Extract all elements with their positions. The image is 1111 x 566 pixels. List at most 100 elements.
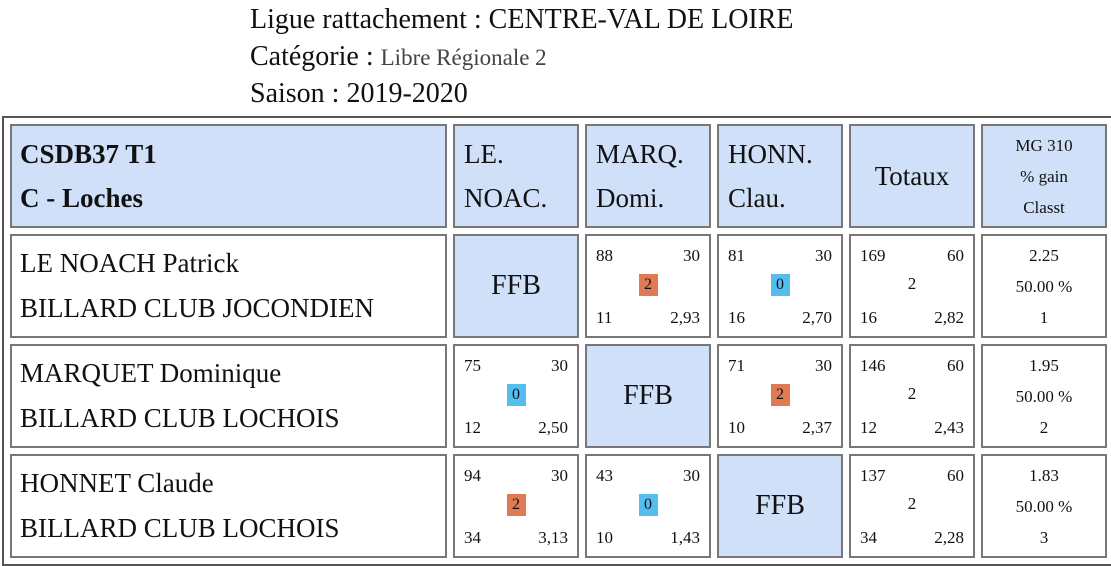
categorie-label: Catégorie :: [250, 41, 381, 72]
match-points: 88: [596, 246, 613, 265]
player-club: BILLARD CLUB JOCONDIEN: [20, 293, 374, 323]
result-badge: 2: [506, 494, 526, 516]
ligue-line: Ligue rattachement : CENTRE-VAL DE LOIRE: [250, 1, 794, 38]
match-moyenne: 2,37: [802, 418, 832, 437]
col-header-3-line2: Clau.: [728, 183, 786, 213]
mg-value: 2.25: [1029, 245, 1059, 265]
saison-line: Saison : 2019-2020: [250, 75, 468, 112]
col-header-3-line1: HONN.: [728, 139, 813, 169]
categorie-line: Catégorie : Libre Régionale 2: [250, 38, 547, 76]
col-header-1-line2: NOAC.: [464, 183, 548, 213]
match-distance: 30: [815, 356, 832, 375]
total-cell: 137 60 2 34 2,28: [849, 454, 975, 558]
club-name: C - Loches: [20, 183, 143, 213]
player-row: LE NOACH Patrick BILLARD CLUB JOCONDIEN FF…: [10, 234, 1107, 338]
match-reprises: 12: [464, 418, 481, 437]
match-cell: 81 30 0 16 2,70: [717, 234, 843, 338]
total-moyenne: 2,43: [934, 418, 964, 437]
match-moyenne: 2,50: [538, 418, 568, 437]
total-distance: 60: [947, 246, 964, 265]
classt-value: 3: [1039, 527, 1049, 547]
player-row: MARQUET Dominique BILLARD CLUB LOCHOIS 75 3…: [10, 344, 1107, 448]
match-points: 94: [464, 466, 481, 485]
match-moyenne: 2,93: [670, 308, 700, 327]
match-reprises: 16: [728, 308, 745, 327]
match-distance: 30: [551, 356, 568, 375]
match-reprises: 34: [464, 528, 481, 547]
total-points: 137: [860, 466, 886, 485]
results-table: CSDB37 T1 C - Loches LE. NOAC. MARQ. Dom…: [2, 116, 1111, 566]
total-points: 169: [860, 246, 886, 265]
match-cell: 43 30 0 10 1,43: [585, 454, 711, 558]
player-name: MARQUET Dominique: [20, 358, 282, 388]
match-distance: 30: [683, 466, 700, 485]
total-distance: 60: [947, 356, 964, 375]
match-distance: 30: [815, 246, 832, 265]
gain-value: 50.00 %: [1015, 276, 1073, 296]
match-cell: 75 30 0 12 2,50: [453, 344, 579, 448]
match-cell: 71 30 2 10 2,37: [717, 344, 843, 448]
result-badge: 0: [506, 384, 526, 406]
total-result: 2: [907, 494, 917, 513]
total-cell: 146 60 2 12 2,43: [849, 344, 975, 448]
match-points: 43: [596, 466, 613, 485]
mg-header: MG 310 % gain Classt: [981, 124, 1107, 228]
match-reprises: 10: [596, 528, 613, 547]
match-cell: 88 30 2 11 2,93: [585, 234, 711, 338]
gain-value: 50.00 %: [1015, 496, 1073, 516]
mg-cell: 1.95 50.00 % 2: [981, 344, 1107, 448]
match-distance: 30: [551, 466, 568, 485]
match-points: 71: [728, 356, 745, 375]
total-result: 2: [907, 274, 917, 293]
mg-cell: 2.25 50.00 % 1: [981, 234, 1107, 338]
mg-cell: 1.83 50.00 % 3: [981, 454, 1107, 558]
match-points: 81: [728, 246, 745, 265]
player-cell: MARQUET Dominique BILLARD CLUB LOCHOIS: [10, 344, 447, 448]
match-reprises: 10: [728, 418, 745, 437]
ffb-cell: FFB: [453, 234, 579, 338]
total-reprises: 12: [860, 418, 877, 437]
ligue-label: Ligue rattachement :: [250, 4, 489, 35]
col-header-2-line1: MARQ.: [596, 139, 684, 169]
mg-label: MG 310: [1015, 135, 1073, 155]
totaux-header: Totaux: [849, 124, 975, 228]
classt-value: 2: [1039, 417, 1049, 437]
total-moyenne: 2,28: [934, 528, 964, 547]
col-header-2: MARQ. Domi.: [585, 124, 711, 228]
total-distance: 60: [947, 466, 964, 485]
match-distance: 30: [683, 246, 700, 265]
col-header-2-line2: Domi.: [596, 183, 665, 213]
match-moyenne: 1,43: [670, 528, 700, 547]
match-points: 75: [464, 356, 481, 375]
total-moyenne: 2,82: [934, 308, 964, 327]
player-club: BILLARD CLUB LOCHOIS: [20, 403, 340, 433]
total-reprises: 16: [860, 308, 877, 327]
result-badge: 2: [638, 274, 658, 296]
total-points: 146: [860, 356, 886, 375]
result-badge: 2: [770, 384, 790, 406]
col-header-1: LE. NOAC.: [453, 124, 579, 228]
gain-value: 50.00 %: [1015, 386, 1073, 406]
categorie-value: Libre Régionale 2: [380, 45, 547, 70]
match-moyenne: 2,70: [802, 308, 832, 327]
classt-value: 1: [1039, 307, 1049, 327]
result-badge: 0: [770, 274, 790, 296]
match-cell: 94 30 2 34 3,13: [453, 454, 579, 558]
ffb-cell: FFB: [585, 344, 711, 448]
player-name: HONNET Claude: [20, 468, 214, 498]
gain-label: % gain: [1020, 166, 1068, 186]
player-name: LE NOACH Patrick: [20, 248, 239, 278]
header-row: CSDB37 T1 C - Loches LE. NOAC. MARQ. Dom…: [10, 124, 1107, 228]
total-cell: 169 60 2 16 2,82: [849, 234, 975, 338]
mg-value: 1.95: [1029, 355, 1059, 375]
player-cell: LE NOACH Patrick BILLARD CLUB JOCONDIEN: [10, 234, 447, 338]
col-header-3: HONN. Clau.: [717, 124, 843, 228]
club-header: CSDB37 T1 C - Loches: [10, 124, 447, 228]
match-reprises: 11: [596, 308, 613, 327]
club-code: CSDB37 T1: [20, 139, 157, 169]
match-moyenne: 3,13: [538, 528, 568, 547]
result-badge: 0: [638, 494, 658, 516]
saison-label: Saison :: [250, 78, 347, 109]
player-club: BILLARD CLUB LOCHOIS: [20, 513, 340, 543]
mg-value: 1.83: [1029, 465, 1059, 485]
